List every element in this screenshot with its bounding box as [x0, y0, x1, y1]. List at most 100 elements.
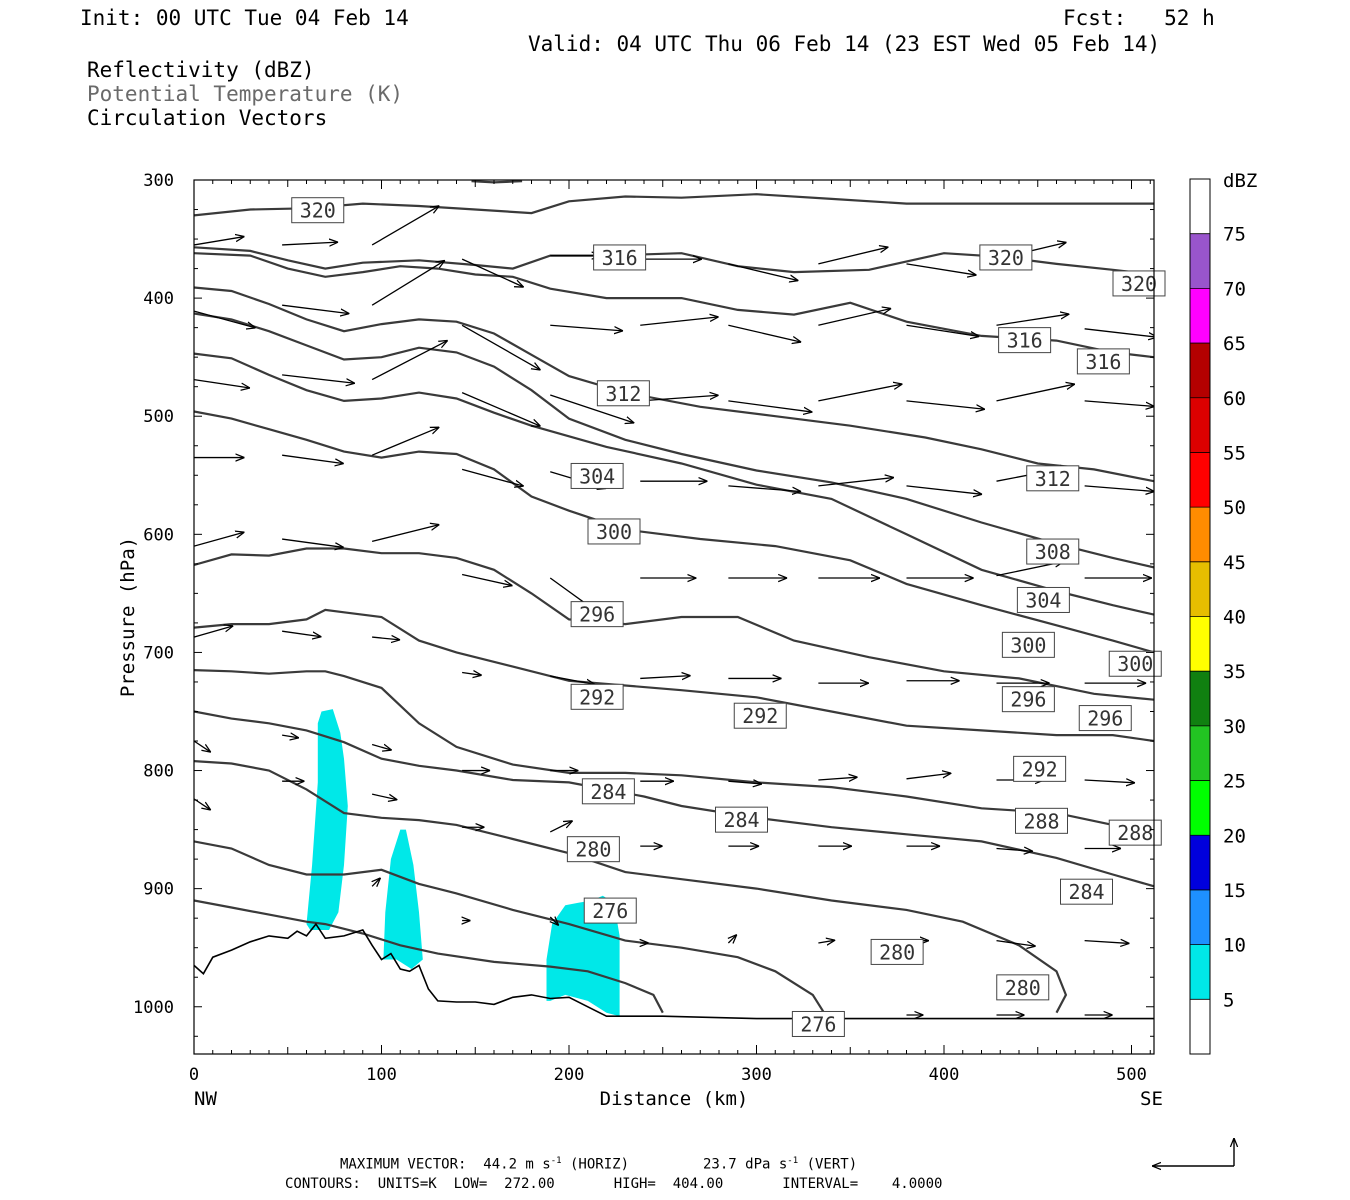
colorbar-title: dBZ [1223, 170, 1257, 192]
circulation-vector [996, 384, 1075, 402]
y-tick-label: 400 [143, 289, 174, 309]
contour-label: 300 [1117, 652, 1153, 676]
contour-label: 288 [1023, 809, 1059, 833]
field-vectors: Circulation Vectors [87, 106, 328, 130]
circulation-vector [372, 878, 380, 886]
circulation-vector [194, 237, 244, 246]
circulation-vector [818, 940, 835, 943]
x-tick-label: 300 [741, 1065, 772, 1085]
circulation-vector [728, 781, 762, 784]
circulation-vector [371, 206, 439, 246]
circulation-vector [194, 626, 233, 638]
circulation-vector [818, 308, 891, 326]
circulation-vector [906, 400, 985, 409]
circulation-vector [194, 798, 211, 810]
x-tick-label: 0 [189, 1065, 199, 1085]
y-tick-label: 500 [143, 407, 174, 427]
contour-label: 276 [592, 899, 628, 923]
contour-label: 312 [1035, 467, 1071, 491]
theta-contour-296 [194, 547, 1154, 701]
colorbar-swatch [1190, 343, 1210, 398]
circulation-vector [461, 573, 512, 585]
circulation-vector [728, 324, 801, 342]
contour-label-box [566, 836, 620, 863]
contour-label-box [570, 683, 624, 710]
contour-label-box [1001, 686, 1055, 713]
init-time: Init: 00 UTC Tue 04 Feb 14 [80, 6, 409, 30]
circulation-vector [728, 485, 801, 492]
valid-time: Valid: 04 UTC Thu 06 Feb 14 (23 EST Wed … [528, 32, 1161, 56]
contour-label-box [996, 974, 1050, 1001]
reflectivity-area [383, 829, 423, 969]
circulation-vector [728, 263, 798, 281]
colorbar-swatch [1190, 288, 1210, 344]
plot-frame [193, 179, 1155, 1055]
colorbar-label: 45 [1223, 552, 1246, 574]
circulation-vector [461, 324, 540, 370]
circulation-vector [282, 735, 299, 738]
x-end-label-se: SE [1140, 1088, 1163, 1110]
circulation-vector [371, 427, 439, 456]
colorbar-swatch [1190, 233, 1210, 289]
y-axis-label: Pressure (hPa) [117, 537, 139, 697]
circulation-vector [282, 242, 338, 245]
circulation-vector [640, 395, 718, 402]
contour-label: 316 [1007, 329, 1043, 353]
colorbar-swatch [1190, 725, 1210, 781]
circulation-vector [282, 454, 344, 463]
contour-label-box [570, 462, 624, 489]
theta-contour-288 [194, 669, 1154, 837]
circulation-vector [728, 935, 736, 943]
x-tick-label: 500 [1116, 1065, 1147, 1085]
contour-label-box [1078, 705, 1132, 732]
contour-label: 312 [605, 382, 641, 406]
y-tick-label: 800 [143, 762, 174, 782]
colorbar-swatch [1190, 616, 1210, 672]
circulation-vector [996, 939, 1036, 947]
colorbar-swatch [1190, 452, 1210, 508]
contour-label: 284 [590, 780, 626, 804]
contour-label-box [1001, 631, 1055, 658]
circulation-vector [906, 773, 952, 780]
colorbar-swatch [1190, 999, 1210, 1054]
colorbar-label: 55 [1223, 442, 1246, 464]
contour-label-box [596, 380, 650, 407]
contour-info-line: CONTOURS: UNITS=K LOW= 272.00 HIGH= 404.… [285, 1176, 943, 1192]
contour-label: 280 [879, 940, 915, 964]
contour-label-box [1108, 819, 1162, 846]
field-theta: Potential Temperature (K) [87, 82, 404, 106]
circulation-vector [282, 304, 349, 313]
theta-contour-320 [471, 180, 523, 184]
y-tick-label: 700 [143, 643, 174, 663]
circulation-vector [640, 676, 690, 679]
theta-contour-292 [194, 608, 1154, 743]
contour-label: 280 [1005, 976, 1041, 1000]
contour-label-box [1026, 538, 1080, 565]
circulation-vector [282, 538, 344, 547]
circulation-vector [1084, 328, 1154, 337]
contour-label: 296 [579, 603, 615, 627]
circulation-vector [818, 384, 902, 402]
circulation-vector [371, 745, 392, 751]
contour-label-box [870, 938, 924, 965]
colorbar-label: 10 [1223, 935, 1246, 957]
circulation-vector [549, 821, 572, 833]
contour-label: 320 [300, 199, 336, 223]
circulation-vector [1084, 400, 1154, 407]
colorbar-label: 30 [1223, 716, 1246, 738]
contour-label: 304 [579, 464, 615, 488]
contour-label-box [1026, 465, 1080, 492]
theta-contour-272 [194, 899, 664, 1014]
circulation-vector [550, 324, 623, 331]
contour-label: 300 [596, 520, 632, 544]
colorbar-label: 5 [1223, 989, 1234, 1011]
colorbar-swatch [1190, 561, 1210, 617]
contour-label-box [1016, 586, 1070, 613]
circulation-vector [818, 478, 894, 487]
contour-label: 288 [1117, 821, 1153, 845]
colorbar-label: 50 [1223, 497, 1246, 519]
colorbar-label: 60 [1223, 388, 1246, 410]
contour-label-box [1013, 755, 1067, 782]
colorbar-swatch [1190, 671, 1210, 726]
